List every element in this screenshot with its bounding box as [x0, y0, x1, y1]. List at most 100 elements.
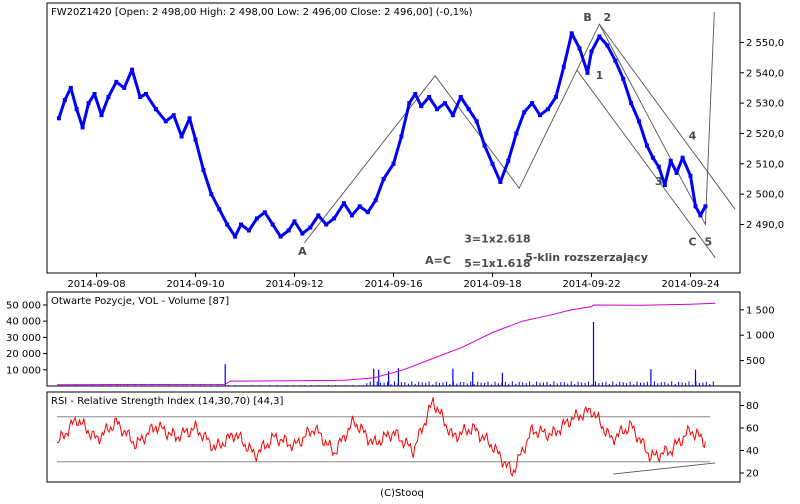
wave-annotation: C [688, 236, 696, 249]
price-point [254, 216, 259, 221]
volume-tick-label: 500 [746, 356, 765, 367]
open-interest-tick-label: 50 000 [6, 300, 41, 311]
wave-annotation: 5-klin rozszerzający [525, 251, 648, 264]
price-point [637, 119, 641, 124]
volume-title: Otwarte Pozycje, VOL - Volume [87] [51, 296, 229, 307]
price-point [688, 173, 693, 178]
price-point [300, 231, 305, 236]
wave-annotation: 5=1x1.618 [464, 257, 530, 270]
footer-copyright: (C)Stooq [380, 488, 424, 499]
rsi-series [56, 397, 706, 477]
price-point [698, 213, 703, 218]
price-y-tick-label: 2 490,0 [746, 220, 784, 231]
open-interest-tick-label: 30 000 [6, 333, 41, 344]
price-point [270, 222, 275, 227]
price-point [292, 219, 297, 224]
price-point [613, 58, 618, 63]
date-tick-label: 2014-09-12 [265, 279, 323, 290]
price-point [187, 116, 192, 121]
price-point [561, 64, 566, 69]
open-interest-tick-label: 40 000 [6, 317, 41, 328]
open-interest-tick-label: 10 000 [6, 365, 41, 376]
price-point [680, 155, 685, 160]
price-line [57, 31, 707, 239]
trend-line [576, 69, 716, 259]
price-point [458, 95, 463, 99]
price-point [179, 134, 184, 139]
wave-annotation: B [583, 11, 591, 24]
price-series [56, 31, 708, 239]
price-point [68, 85, 73, 90]
wave-annotation: 5 [704, 236, 712, 249]
trend-line [304, 12, 715, 243]
date-tick-label: 2014-09-10 [166, 279, 224, 290]
price-point [62, 98, 67, 103]
price-point [435, 107, 440, 112]
price-point [138, 95, 143, 99]
price-y-tick-label: 2 540,0 [746, 68, 784, 79]
price-point [514, 131, 519, 136]
price-point [553, 95, 558, 99]
date-tick-label: 2014-09-08 [67, 279, 125, 290]
wave-annotation: A=C [425, 254, 451, 267]
price-point [74, 107, 79, 112]
price-point [144, 92, 148, 96]
open-interest-axis: 10 000 20 000 30 000 40 000 50 000 [6, 300, 47, 376]
price-y-tick-label: 2 520,0 [746, 129, 784, 140]
price-point [56, 116, 61, 121]
price-point [443, 101, 447, 106]
price-point [233, 234, 238, 239]
price-point [522, 110, 527, 115]
price-point [80, 125, 85, 130]
price-point [466, 107, 471, 112]
open-interest-tick-label: 20 000 [6, 349, 41, 360]
price-point [490, 161, 495, 166]
rsi-tick-label: 60 [746, 424, 759, 435]
price-point [399, 134, 404, 139]
volume-panel-frame [46, 291, 741, 387]
rsi-y-axis: 20 40 60 80 [740, 401, 759, 480]
volume-tick-label: 1 000 [746, 331, 775, 342]
price-point [585, 70, 590, 75]
rsi-panel-frame [46, 391, 741, 483]
price-point [674, 170, 679, 175]
rsi-trend-line [613, 462, 716, 475]
rsi-line [56, 397, 706, 477]
rsi-panel: RSI - Relative Strength Index (14,30,70)… [46, 391, 759, 483]
price-point [413, 92, 418, 96]
price-point [506, 158, 511, 163]
price-point [427, 95, 432, 99]
price-point [349, 213, 354, 218]
price-title: FW20Z1420 [Open: 2 498,00 High: 2 498,00… [51, 7, 473, 18]
price-y-tick-label: 2 530,0 [746, 99, 784, 110]
price-point [407, 101, 412, 106]
wave-annotation: 1 [596, 69, 604, 82]
price-point [644, 143, 649, 148]
price-point [86, 101, 91, 106]
price-point [171, 113, 176, 118]
price-point [316, 213, 321, 218]
price-trend-lines [304, 12, 736, 259]
volume-panel: Otwarte Pozycje, VOL - Volume [87] 10 00… [6, 291, 775, 387]
rsi-title: RSI - Relative Strength Index (14,30,70)… [51, 396, 284, 407]
price-point [92, 92, 97, 96]
rsi-reference-levels [56, 416, 711, 463]
price-point [106, 95, 111, 99]
price-point [693, 204, 698, 209]
price-point [577, 46, 582, 51]
price-point [278, 234, 283, 239]
volume-axis: 500 1 000 1 500 [740, 305, 775, 367]
price-point [262, 210, 267, 215]
price-point [332, 216, 337, 221]
price-point [530, 101, 535, 106]
rsi-tick-label: 80 [746, 401, 759, 412]
price-point [373, 198, 378, 203]
price-point [114, 79, 119, 84]
date-tick-label: 2014-09-18 [463, 279, 521, 290]
rsi-tick-label: 20 [746, 469, 759, 480]
price-panel: FW20Z1420 [Open: 2 498,00 High: 2 498,00… [46, 2, 784, 290]
price-point [538, 113, 542, 118]
price-point [498, 180, 503, 184]
